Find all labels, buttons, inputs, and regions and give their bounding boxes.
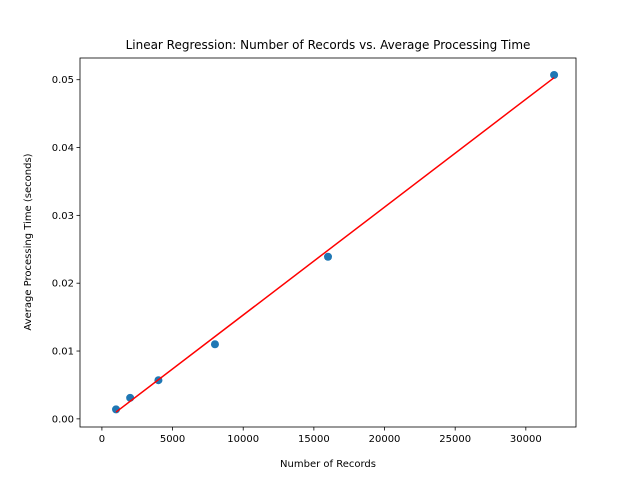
- x-tick-label: 30000: [510, 434, 542, 445]
- data-point-4: [210, 340, 219, 349]
- y-axis-label: Average Processing Time (seconds): [23, 153, 34, 330]
- data-point-5: [324, 252, 332, 261]
- x-axis-label: Number of Records: [280, 459, 376, 470]
- data-point-6: [550, 70, 559, 79]
- y-tick-label: 0.00: [52, 414, 74, 425]
- y-tick-label: 0.01: [52, 347, 74, 358]
- chart-title: Linear Regression: Number of Records vs.…: [126, 38, 531, 52]
- x-tick-label: 20000: [369, 434, 401, 445]
- x-tick-label: 0: [99, 434, 105, 445]
- y-tick-label: 0.04: [52, 143, 74, 154]
- regression-line: [115, 77, 555, 413]
- plot-frame: [79, 57, 577, 428]
- y-tick-label: 0.03: [52, 211, 74, 222]
- y-tick-label: 0.02: [52, 279, 74, 290]
- x-tick-label: 15000: [298, 434, 330, 445]
- y-tick-label: 0.05: [52, 75, 74, 86]
- x-tick-label: 25000: [439, 434, 471, 445]
- x-tick-label: 5000: [160, 434, 185, 445]
- x-tick-label: 10000: [227, 434, 259, 445]
- plot-area: 0 5000 10000 15000 20000 25000 30000 0.00 0.01 0.…: [52, 57, 577, 445]
